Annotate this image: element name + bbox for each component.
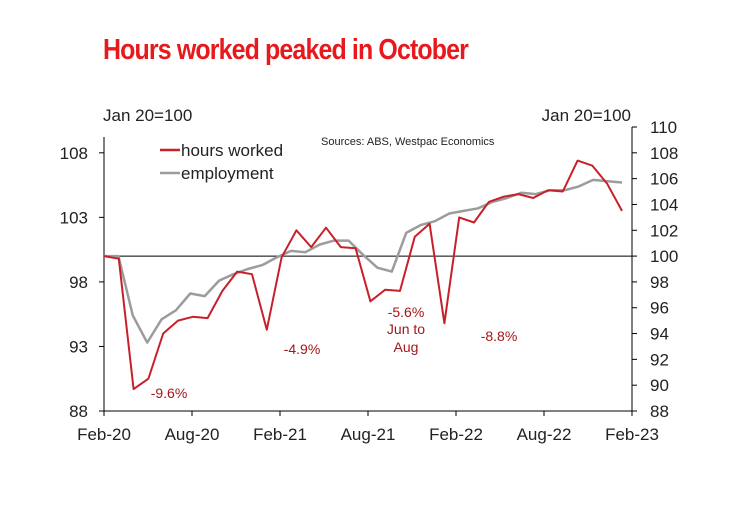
right-tick-label: 110 [650,118,677,137]
right-tick-label: 94 [650,325,669,344]
right-tick-label: 104 [650,195,678,214]
x-tick-label: Feb-22 [429,425,483,444]
left-axis-label: Jan 20=100 [103,106,192,125]
x-tick-label: Feb-21 [253,425,307,444]
right-tick-label: 106 [650,170,678,189]
series-lines [103,159,623,391]
source-note: Sources: ABS, Westpac Economics [321,136,495,148]
annotation-label: Jun to [387,321,425,337]
x-tick-label: Aug-20 [165,425,220,444]
left-tick-label: 98 [69,273,88,292]
annotation-label: -8.8% [481,328,518,344]
right-tick-label: 92 [650,350,669,369]
legend-label: hours worked [181,141,283,160]
right-tick-label: 108 [650,144,678,163]
right-tick-label: 90 [650,376,669,395]
right-tick-label: 88 [650,402,669,421]
left-tick-label: 93 [69,337,88,356]
left-tick-label: 108 [60,144,88,163]
left-tick-label: 103 [60,208,88,227]
right-tick-label: 102 [650,221,678,240]
right-tick-label: 98 [650,273,669,292]
left-tick-label: 88 [69,402,88,421]
chart-title: Hours worked peaked in October [103,34,469,66]
annotation-label: -5.6% [388,304,425,320]
legend-label: employment [181,164,274,183]
right-tick-label: 100 [650,247,678,266]
axes [99,126,637,416]
annotation-label: -4.9% [284,341,321,357]
x-tick-label: Aug-22 [517,425,572,444]
annotation-label: Aug [394,339,419,355]
annotation-label: -9.6% [151,385,188,401]
series-line-hours-worked [103,159,623,391]
x-tick-label: Feb-23 [605,425,659,444]
x-tick-label: Feb-20 [77,425,131,444]
x-tick-label: Aug-21 [341,425,396,444]
series-line-employment [104,178,623,344]
right-tick-label: 96 [650,299,669,318]
chart-labels: 88 93 98 103 108 88 90 92 94 96 98 100 102 104 106 108 1… [60,106,679,444]
right-axis-label: Jan 20=100 [542,106,631,125]
